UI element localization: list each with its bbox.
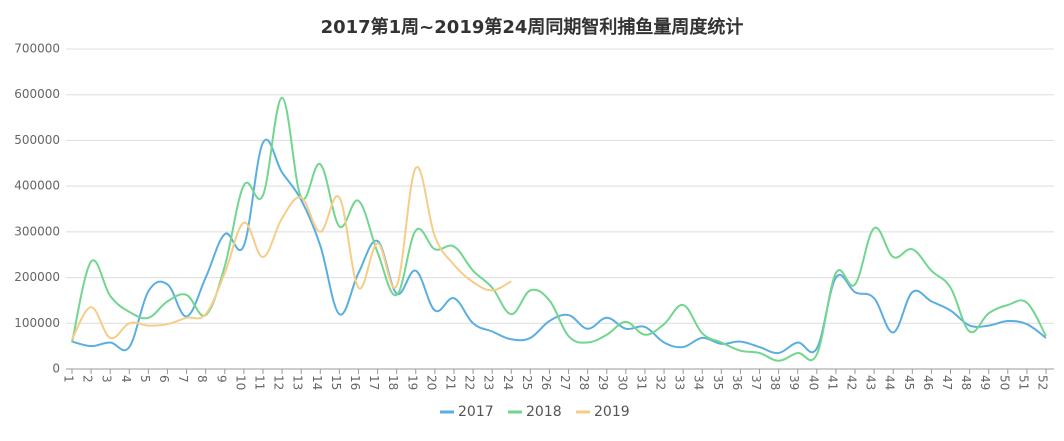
x-tick-label: 2	[81, 375, 95, 383]
legend-label: 2019	[594, 404, 630, 420]
x-tick-label: 7	[176, 375, 190, 383]
y-tick-label: 0	[52, 362, 60, 376]
chart-title: 2017第1周~2019第24周同期智利捕鱼量周度统计	[321, 16, 744, 38]
x-tick-label: 38	[768, 375, 782, 390]
x-tick-label: 13	[291, 375, 305, 390]
x-tick-label: 11	[252, 375, 266, 390]
x-tick-label: 47	[940, 375, 954, 390]
y-tick-label: 200000	[14, 270, 60, 284]
x-tick-label: 4	[119, 375, 133, 383]
x-tick-label: 21	[443, 375, 457, 390]
x-tick-label: 39	[787, 375, 801, 390]
x-tick-label: 16	[348, 375, 362, 390]
x-tick-label: 31	[634, 375, 648, 390]
x-tick-label: 52	[1036, 375, 1050, 390]
x-tick-label: 9	[214, 375, 228, 383]
x-tick-label: 46	[921, 375, 935, 390]
x-tick-label: 48	[959, 375, 973, 390]
x-tick-label: 45	[902, 375, 916, 390]
x-tick-label: 35	[711, 375, 725, 390]
y-tick-label: 300000	[14, 224, 60, 238]
series-line	[71, 166, 512, 340]
x-tick-label: 15	[329, 375, 343, 390]
x-tick-label: 27	[558, 375, 572, 390]
x-tick-label: 19	[405, 375, 419, 390]
series-line	[71, 138, 1047, 355]
x-tick-label: 14	[310, 375, 324, 390]
x-tick-label: 32	[654, 375, 668, 390]
x-tick-label: 17	[367, 375, 381, 390]
y-tick-label: 400000	[14, 179, 60, 193]
x-tick-label: 26	[539, 375, 553, 390]
y-tick-label: 700000	[14, 42, 60, 56]
x-tick-label: 41	[825, 375, 839, 390]
x-tick-label: 22	[463, 375, 477, 390]
x-tick-label: 28	[577, 375, 591, 390]
x-tick-label: 44	[883, 375, 897, 390]
x-tick-label: 29	[596, 375, 610, 390]
x-tick-label: 49	[978, 375, 992, 390]
x-tick-label: 50	[997, 375, 1011, 390]
x-tick-label: 10	[233, 375, 247, 390]
x-tick-label: 3	[100, 375, 114, 383]
x-tick-label: 1	[62, 375, 76, 383]
x-tick-label: 6	[157, 375, 171, 383]
legend-label: 2017	[458, 404, 494, 420]
x-tick-label: 36	[730, 375, 744, 390]
x-tick-label: 24	[501, 375, 515, 390]
x-tick-label: 20	[424, 375, 438, 390]
y-tick-label: 100000	[14, 316, 60, 330]
x-tick-label: 42	[845, 375, 859, 390]
x-tick-label: 34	[692, 375, 706, 390]
x-tick-label: 30	[615, 375, 629, 390]
x-tick-label: 23	[482, 375, 496, 390]
x-tick-label: 18	[386, 375, 400, 390]
x-tick-label: 5	[138, 375, 152, 383]
x-tick-label: 12	[272, 375, 286, 390]
x-tick-label: 33	[673, 375, 687, 390]
x-tick-label: 43	[864, 375, 878, 390]
y-tick-label: 600000	[14, 87, 60, 101]
legend-label: 2018	[526, 404, 562, 420]
x-tick-label: 40	[806, 375, 820, 390]
series-line	[71, 96, 1047, 362]
x-tick-label: 51	[1016, 375, 1030, 390]
x-tick-label: 37	[749, 375, 763, 390]
x-tick-label: 25	[520, 375, 534, 390]
y-tick-label: 500000	[14, 133, 60, 147]
x-tick-label: 8	[195, 375, 209, 383]
